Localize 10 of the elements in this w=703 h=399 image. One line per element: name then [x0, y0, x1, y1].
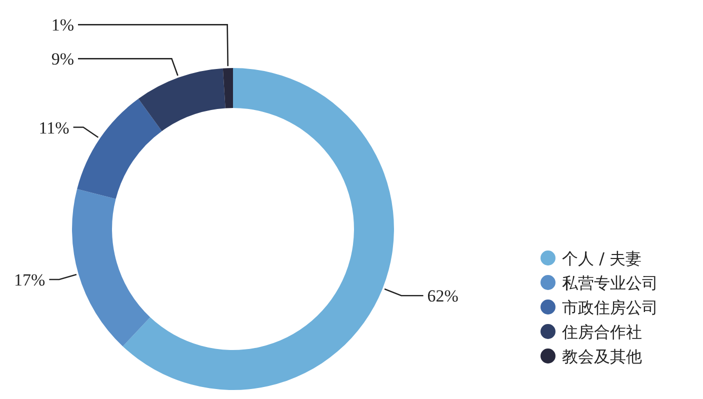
legend-label: 个人 / 夫妻	[562, 249, 642, 268]
data-label: 1%	[51, 16, 74, 35]
legend-label: 住房合作社	[561, 322, 642, 342]
data-label: 11%	[38, 118, 70, 138]
data-label: 9%	[51, 50, 74, 69]
legend-label: 市政住房公司	[562, 298, 658, 317]
legend-label: 私营专业公司	[562, 274, 658, 292]
data-label: 17%	[14, 270, 46, 290]
legend-label: 教会及其他	[562, 347, 642, 366]
data-label: 62%	[427, 286, 458, 306]
